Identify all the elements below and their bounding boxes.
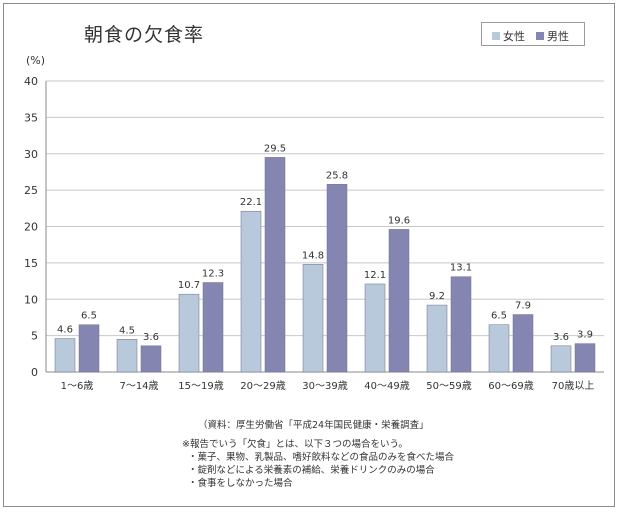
footnote-line: ・食事をしなかった場合 — [188, 478, 293, 489]
chart-title: 朝食の欠食率 — [84, 24, 205, 46]
x-tick-label: 20～29歳 — [240, 380, 285, 392]
legend-item-male: 男性 — [536, 28, 569, 44]
bar-male — [202, 282, 224, 373]
bar-female — [488, 324, 510, 373]
chart-frame — [3, 3, 615, 507]
bar-female — [54, 338, 76, 373]
x-tick-label: 50～59歳 — [426, 380, 471, 392]
bar-female — [178, 293, 200, 373]
legend-swatch-female — [492, 32, 500, 40]
chart-legend: 女性 男性 — [481, 22, 585, 46]
y-tick-label: 35 — [24, 111, 38, 124]
x-tick-label: 40～49歳 — [364, 380, 409, 392]
data-label: 4.5 — [119, 325, 135, 336]
legend-item-female: 女性 — [492, 28, 525, 44]
footnotes: ※報告でいう「欠食」とは、以下３つの場合をいう。 ・菓子、果物、乳製品、嗜好飲料… — [182, 438, 454, 490]
footnote-line: ・錠剤などによる栄養素の補給、栄養ドリンクのみの場合 — [188, 465, 435, 476]
y-tick-label: 25 — [24, 184, 38, 197]
footnote-line: ・菓子、果物、乳製品、嗜好飲料などの食品のみを食べた場合 — [188, 452, 455, 463]
data-label: 3.6 — [553, 332, 569, 343]
data-label: 6.5 — [81, 311, 97, 322]
data-label: 13.1 — [450, 263, 472, 274]
bar-female — [550, 345, 572, 373]
data-label: 3.9 — [577, 330, 593, 341]
y-tick-label: 0 — [31, 366, 38, 379]
source-note: （資料：厚生労働省「平成24年国民健康・栄養調査」 — [198, 420, 429, 431]
y-tick-label: 20 — [24, 221, 38, 234]
legend-swatch-male — [536, 32, 544, 40]
bar-female — [364, 283, 386, 373]
data-label: 29.5 — [264, 143, 286, 154]
data-label: 10.7 — [178, 280, 200, 291]
y-axis-unit-label: (%) — [26, 54, 46, 67]
bar-female — [116, 339, 138, 373]
bar-male — [264, 157, 286, 373]
bar-male — [388, 229, 410, 373]
data-label: 7.9 — [515, 301, 531, 312]
data-label: 14.8 — [302, 250, 324, 261]
data-label: 3.6 — [143, 332, 159, 343]
bar-male — [140, 345, 162, 373]
bar-male — [512, 314, 534, 373]
data-label: 12.3 — [202, 269, 224, 280]
data-label: 19.6 — [388, 215, 410, 226]
y-tick-label: 10 — [24, 293, 38, 306]
x-tick-label: 70歳以上 — [552, 380, 595, 392]
footnote-line: ※報告でいう「欠食」とは、以下３つの場合をいう。 — [182, 439, 408, 450]
data-label: 9.2 — [429, 291, 445, 302]
bar-female — [426, 304, 448, 373]
x-tick-label: 1～6歳 — [61, 380, 94, 392]
x-tick-label: 7～14歳 — [119, 380, 158, 392]
x-tick-label: 60～69歳 — [488, 380, 533, 392]
bar-male — [450, 276, 472, 373]
legend-label-female: 女性 — [503, 30, 525, 43]
data-label: 6.5 — [491, 311, 507, 322]
data-label: 25.8 — [326, 170, 348, 181]
bar-male — [326, 184, 348, 373]
data-label: 22.1 — [240, 197, 262, 208]
x-tick-label: 15～19歳 — [178, 380, 223, 392]
y-tick-label: 30 — [24, 148, 38, 161]
y-tick-label: 5 — [31, 330, 38, 343]
legend-label-male: 男性 — [547, 30, 569, 43]
y-tick-label: 40 — [24, 75, 38, 88]
bar-female — [302, 264, 324, 373]
bar-male — [574, 343, 596, 373]
data-label: 4.6 — [57, 325, 73, 336]
y-tick-label: 15 — [24, 257, 38, 270]
x-tick-label: 30～39歳 — [302, 380, 347, 392]
bar-female — [240, 210, 262, 373]
data-label: 12.1 — [364, 270, 386, 281]
bar-male — [78, 324, 100, 373]
